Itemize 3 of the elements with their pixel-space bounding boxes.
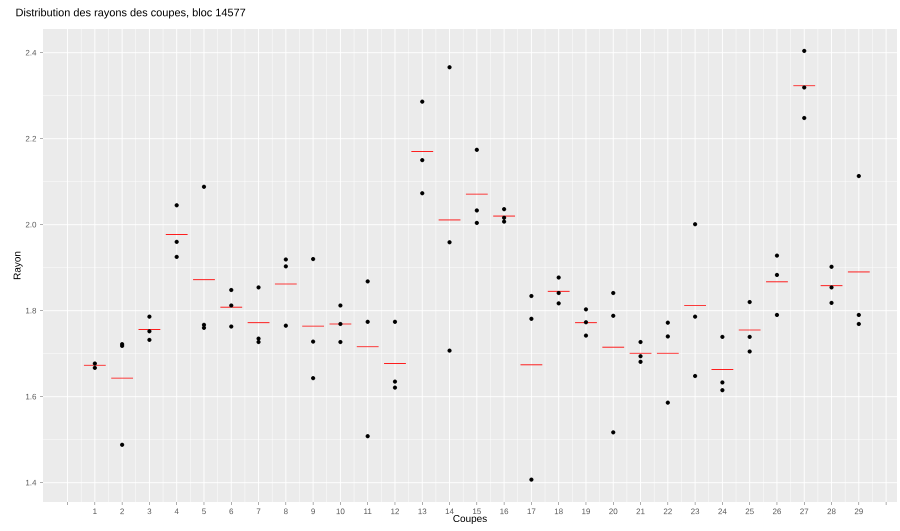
chart-title: Distribution des rayons des coupes, bloc 14577 xyxy=(16,8,246,18)
y-axis-title: Rayon xyxy=(14,252,23,280)
x-axis-title: Coupes xyxy=(453,515,487,524)
